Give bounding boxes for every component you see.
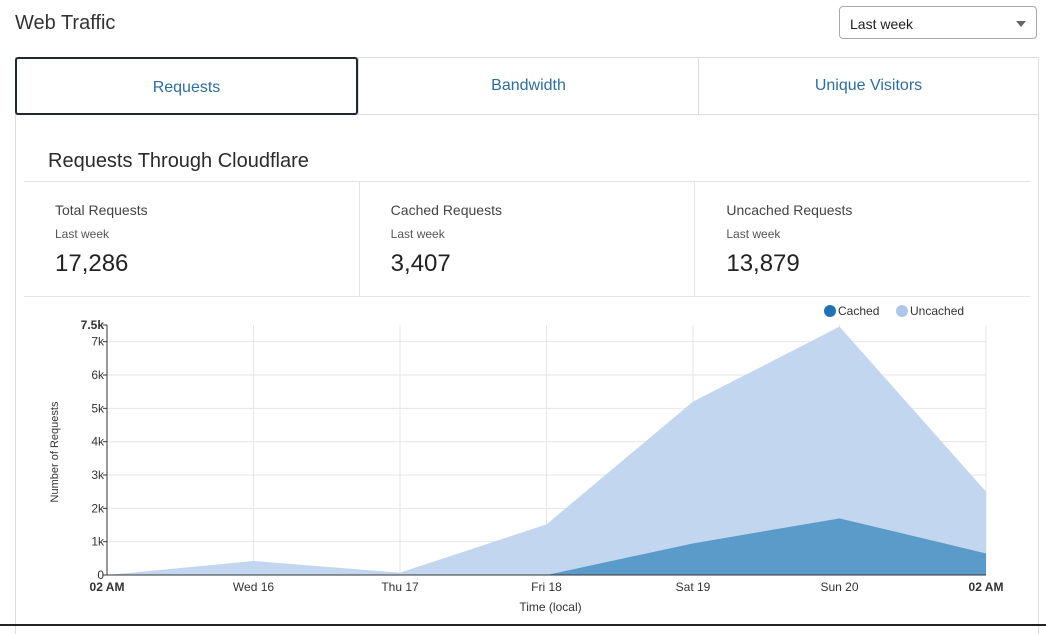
x-tick-label: Sun 20: [820, 580, 858, 594]
stat-label: Uncached Requests: [726, 202, 853, 218]
series-area-uncached: [107, 326, 986, 575]
y-tick-label: 5k: [91, 401, 105, 415]
y-tick-label: 7k: [91, 335, 105, 349]
series-area-cached: [107, 518, 986, 575]
y-tick-label: 3k: [91, 468, 105, 482]
x-tick-label: Thu 17: [381, 580, 419, 594]
x-axis-title: Time (local): [519, 600, 581, 614]
tab-unique-visitors[interactable]: Unique Visitors: [698, 58, 1038, 114]
y-tick-label: 6k: [91, 368, 105, 382]
stat-uncached-requests: Uncached Requests Last week 13,879: [694, 182, 1030, 296]
x-tick-label: Wed 16: [233, 580, 274, 594]
time-range-select[interactable]: Last week: [839, 6, 1037, 39]
stat-label: Cached Requests: [390, 202, 502, 218]
legend-swatch-uncached: [896, 305, 908, 317]
stat-period: Last week: [726, 227, 781, 241]
stat-label: Total Requests: [55, 202, 148, 218]
metric-tabs: Requests Bandwidth Unique Visitors: [15, 57, 1039, 115]
bottom-divider: [0, 624, 1046, 626]
stat-value: 13,879: [726, 250, 800, 277]
stat-total-requests: Total Requests Last week 17,286: [24, 182, 359, 296]
y-tick-label: 2k: [91, 501, 105, 515]
requests-chart: 0 1k 2k 3k 4k 5k 6k 7k 7.5k 02 AM Wed 16 Thu 17 Fri …: [49, 304, 1004, 614]
x-tick-label: Fri 18: [531, 580, 562, 594]
stats-row: Total Requests Last week 17,286 Cached R…: [24, 181, 1030, 297]
x-tick-label: Sat 19: [676, 580, 711, 594]
tab-bandwidth[interactable]: Bandwidth: [358, 58, 698, 114]
y-tick-label: 0: [97, 568, 104, 582]
tab-requests[interactable]: Requests: [15, 57, 358, 115]
stat-value: 3,407: [390, 250, 451, 277]
stat-cached-requests: Cached Requests Last week 3,407: [358, 182, 695, 296]
legend-label-uncached: Uncached: [910, 304, 964, 318]
chevron-down-icon: [1016, 21, 1026, 27]
stat-period: Last week: [390, 227, 445, 241]
time-range-value: Last week: [850, 16, 914, 32]
x-tick-label: 02 AM: [969, 580, 1004, 594]
legend-swatch-cached: [824, 305, 836, 317]
y-tick-label: 4k: [91, 435, 105, 449]
panel-title: Requests Through Cloudflare: [48, 150, 309, 172]
stat-value: 17,286: [55, 250, 129, 277]
y-axis-title: Number of Requests: [49, 401, 61, 502]
y-tick-label: 7.5k: [81, 318, 105, 332]
requests-panel: [15, 115, 1039, 634]
x-tick-label: 02 AM: [90, 580, 125, 594]
page-title: Web Traffic: [15, 12, 116, 34]
stat-period: Last week: [55, 227, 110, 241]
legend-label-cached: Cached: [838, 304, 879, 318]
y-tick-label: 1k: [91, 535, 105, 549]
